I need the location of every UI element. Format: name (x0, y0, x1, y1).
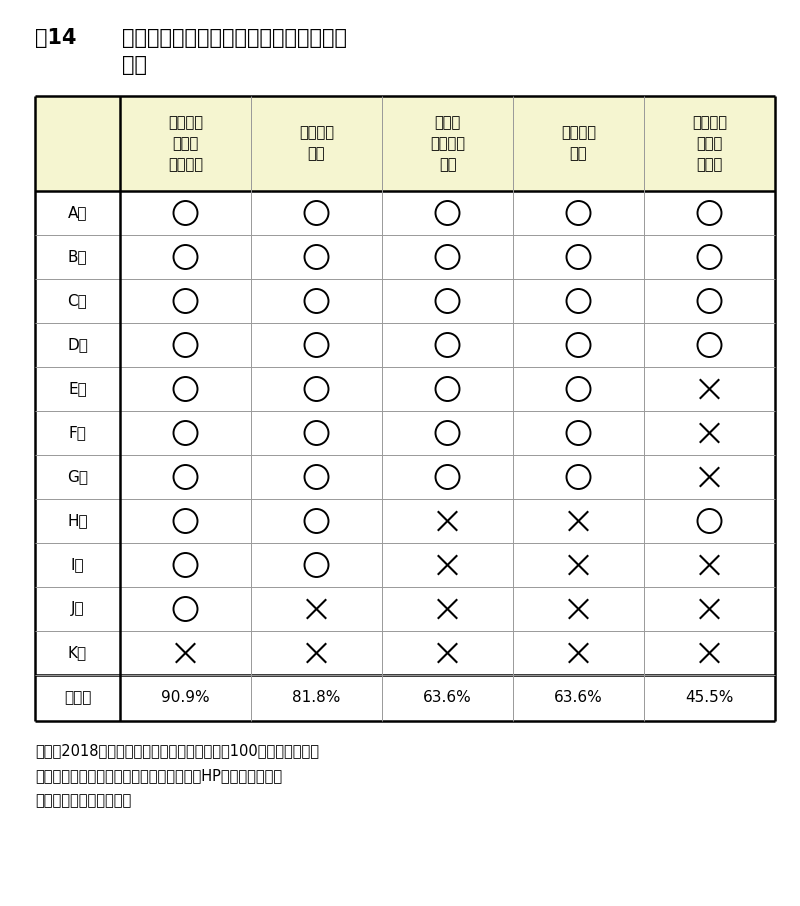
Bar (35, 96, 775, 721)
Text: H社: H社 (67, 514, 88, 528)
Text: G社: G社 (67, 469, 88, 485)
Text: J社: J社 (70, 602, 84, 616)
Text: 図14: 図14 (35, 28, 77, 48)
Text: A社: A社 (68, 206, 87, 220)
Text: 掲載率: 掲載率 (64, 690, 91, 706)
Text: B社: B社 (68, 249, 87, 265)
Text: F社: F社 (69, 426, 86, 440)
Text: 状況: 状況 (122, 55, 147, 75)
Text: がんサバ
イバー
体験談: がんサバ イバー 体験談 (692, 115, 727, 172)
Text: D社: D社 (67, 338, 88, 352)
Text: 支持療法
情報: 支持療法 情報 (299, 126, 334, 161)
Text: E社: E社 (68, 381, 87, 397)
Text: がん種別
疾患・
治療情報: がん種別 疾患・ 治療情報 (168, 115, 203, 172)
Text: 製薬企業の患者向けがん関連情報提供の: 製薬企業の患者向けがん関連情報提供の (122, 28, 347, 48)
Text: 90.9%: 90.9% (161, 690, 210, 706)
Text: 経済的
相談支援
情報: 経済的 相談支援 情報 (430, 115, 465, 172)
Text: C社: C社 (68, 294, 87, 309)
Bar (35, 96, 775, 191)
Text: 出所：2018年度医療用医薬品国内売上高上位100品目に含まれる: 出所：2018年度医療用医薬品国内売上高上位100品目に含まれる (35, 743, 319, 758)
Text: K社: K社 (68, 645, 87, 660)
Text: 策研究所にて作成: 策研究所にて作成 (35, 793, 131, 808)
Text: 就労支援
情報: 就労支援 情報 (561, 126, 596, 161)
Text: 63.6%: 63.6% (423, 690, 472, 706)
Text: 抗がん剤を販売している製薬企業のHPより医薬産業政: 抗がん剤を販売している製薬企業のHPより医薬産業政 (35, 768, 282, 783)
Text: 81.8%: 81.8% (292, 690, 341, 706)
Text: 45.5%: 45.5% (686, 690, 734, 706)
Text: I社: I社 (70, 557, 84, 573)
Text: 63.6%: 63.6% (554, 690, 603, 706)
